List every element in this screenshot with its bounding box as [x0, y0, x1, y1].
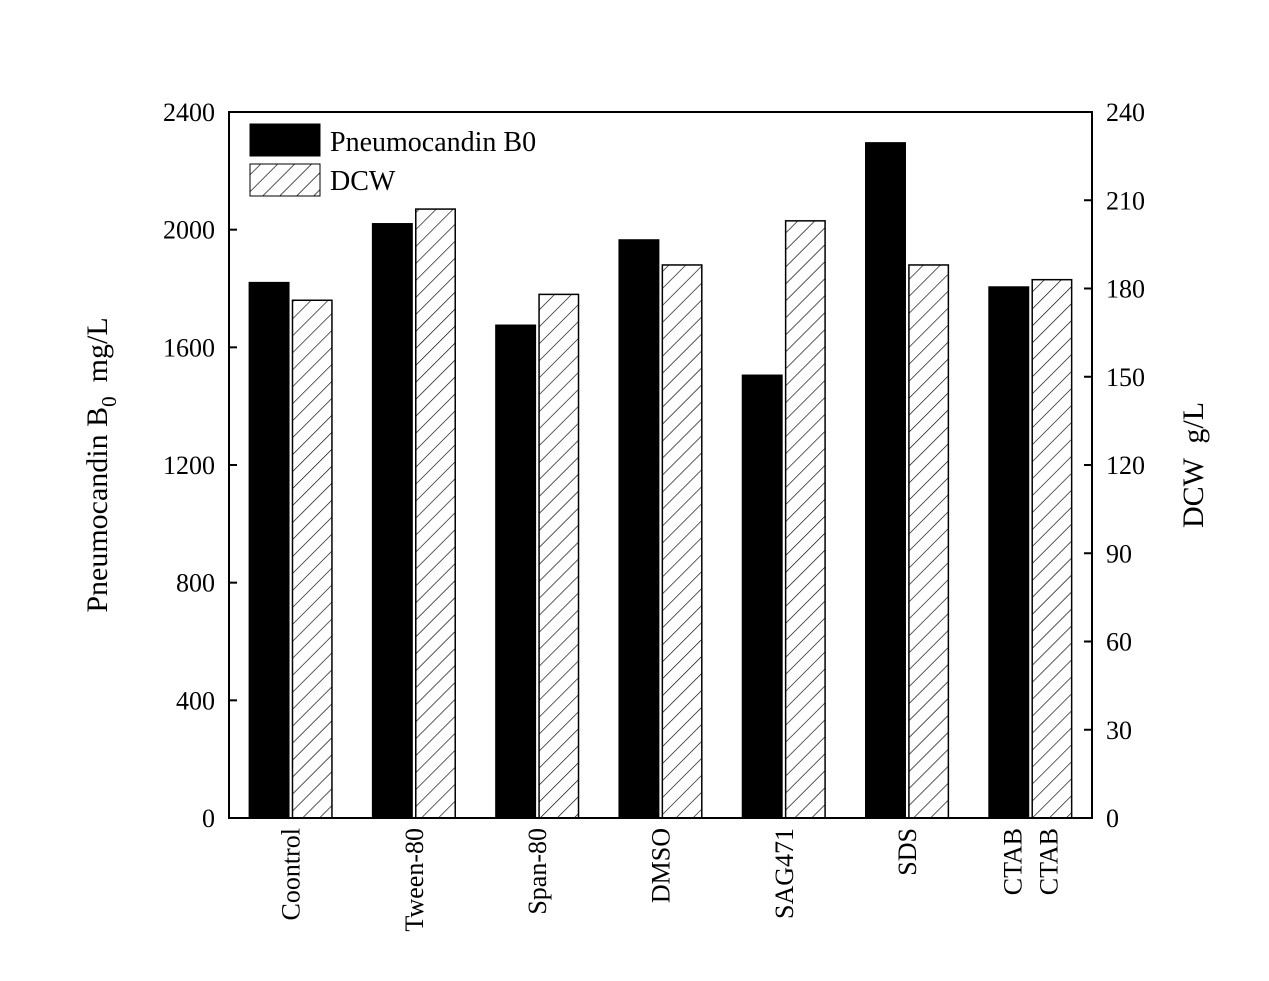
category-label: CTAB	[1034, 828, 1063, 895]
category-label: SDS	[893, 828, 922, 876]
category-label: Span-80	[523, 828, 552, 915]
category-label: Coontrol	[277, 828, 306, 920]
left-tick-label: 800	[176, 569, 215, 598]
right-tick-label: 150	[1106, 363, 1145, 392]
bars-layer	[248, 142, 1073, 819]
right-tick-label: 180	[1106, 275, 1145, 304]
category-label: DMSO	[647, 828, 676, 903]
left-tick-label: 400	[176, 686, 215, 715]
bar-pneumocandin-tween-80	[371, 223, 413, 819]
bar-dcw-ctab	[1031, 278, 1073, 819]
plot-frame	[228, 111, 1093, 819]
category-labels: Coontrol Tween-80 Span-80 DMSO SAG471 SDS CTAB…	[277, 828, 1064, 932]
legend-label-pneumocandin: Pneumocandin B0	[330, 127, 536, 158]
left-tick-label: 1600	[163, 333, 215, 362]
bar-pneumocandin-sds	[865, 142, 906, 819]
category-label: Tween-80	[400, 828, 429, 932]
left-axis-title: Pneumocandin B0 mg/L	[81, 317, 121, 612]
left-tick-label: 2000	[163, 216, 215, 245]
left-tick-label: 2400	[163, 98, 215, 127]
right-tick-label: 120	[1106, 451, 1145, 480]
bar-pneumocandin-span-80	[495, 324, 537, 819]
legend-swatch-pneumocandin	[249, 123, 321, 157]
bar-pneumocandin-sag471	[741, 374, 783, 819]
bar-pneumocandin-coontrol	[248, 281, 290, 819]
left-axis-title-main: Pneumocandin B	[81, 407, 114, 613]
legend-label-dcw: DCW	[330, 166, 396, 197]
legend: Pneumocandin B0 DCW	[249, 123, 536, 197]
right-tick-label: 90	[1106, 539, 1132, 568]
bar-dcw-tween-80	[415, 208, 456, 819]
left-tick-label: 1200	[163, 451, 215, 480]
bar-dcw-dmso	[661, 264, 703, 819]
right-tick-label: 240	[1106, 98, 1145, 127]
bar-dcw-span-80	[538, 293, 580, 819]
category-label: CTAB	[998, 828, 1027, 895]
right-tick-label: 30	[1106, 716, 1132, 745]
right-axis: 0 30 60 90 120 150 180 210 240	[1084, 98, 1145, 833]
bar-pneumocandin-ctab	[988, 286, 1030, 819]
right-tick-label: 0	[1106, 804, 1119, 833]
left-axis-title-subscript: 0	[97, 396, 121, 407]
category-label: SAG471	[770, 828, 799, 919]
bar-dcw-coontrol	[291, 299, 333, 819]
left-axis: 0 400 800 1200 1600 2000 2400	[163, 98, 237, 833]
bar-pneumocandin-dmso	[618, 239, 660, 819]
bar-dcw-sds	[908, 264, 950, 819]
right-axis-title: DCW g/L	[1177, 402, 1210, 528]
left-axis-title-unit: mg/L	[81, 317, 114, 382]
right-tick-label: 210	[1106, 186, 1145, 215]
legend-swatch-dcw	[249, 163, 321, 197]
bar-dcw-sag471	[784, 220, 826, 819]
left-tick-label: 0	[202, 804, 215, 833]
right-tick-label: 60	[1106, 628, 1132, 657]
